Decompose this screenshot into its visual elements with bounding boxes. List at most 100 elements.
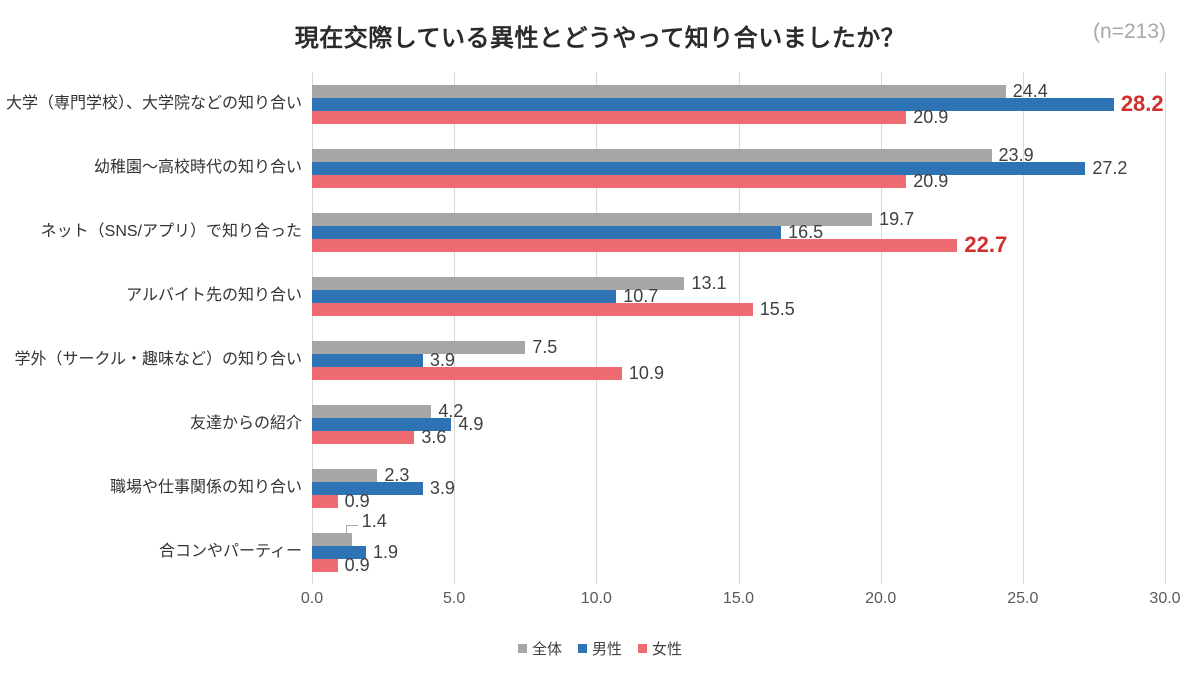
bar-男性: 4.9: [312, 415, 483, 433]
bar-男性: 10.7: [312, 287, 658, 305]
value-label: 1.4: [361, 510, 387, 531]
value-label: 0.9: [344, 555, 370, 575]
leader-line: [345, 524, 358, 533]
bar-全体: 23.9: [312, 146, 1034, 164]
bar-男性: 28.2: [312, 93, 1164, 115]
x-tick-label: 10.0: [580, 590, 612, 607]
gridline: [454, 72, 456, 584]
bar-男性: 1.9: [312, 543, 398, 561]
x-tick-label: 30.0: [1149, 590, 1181, 607]
legend-swatch-icon: [638, 644, 647, 653]
value-label: 3.9: [429, 350, 455, 370]
bar-男性: 27.2: [312, 159, 1127, 177]
chart-row: 合コンやパーティー 1.4 1.9 0.9: [0, 512, 1200, 584]
value-label: 3.6: [421, 427, 447, 447]
bar-女性: 0.9: [312, 556, 370, 574]
chart-row: 学外（サークル・趣味など）の知り合い 7.5 3.9 10.9: [0, 328, 1200, 392]
category-label: 大学（専門学校）、大学院などの知り合い: [5, 95, 302, 113]
chart-rows: 大学（専門学校）、大学院などの知り合い 24.4 28.2 20.9 幼稚園～高校時代の…: [0, 72, 1200, 584]
bar-group: 2.3 3.9 0.9: [312, 466, 1165, 510]
gridline: [738, 72, 740, 584]
category-label: 職場や仕事関係の知り合い: [109, 479, 302, 497]
bar-全体: 1.4: [312, 512, 387, 546]
gridline: [1165, 72, 1166, 584]
category-label: 学外（サークル・趣味など）の知り合い: [14, 351, 302, 369]
value-label: 10.7: [623, 286, 659, 306]
value-label: 13.1: [691, 273, 727, 293]
value-label: 15.5: [759, 299, 795, 319]
x-tick-label: 5.0: [443, 590, 466, 607]
x-tick-label: 20.0: [865, 590, 897, 607]
value-label: 7.5: [532, 337, 558, 357]
bar-全体: 4.2: [312, 402, 463, 420]
chart-header: 現在交際している異性とどうやって知り合いましたか？ (n=213): [0, 0, 1200, 72]
value-label: 16.5: [788, 222, 824, 242]
bar-全体: 13.1: [312, 274, 727, 292]
bar-男性: 16.5: [312, 223, 823, 241]
chart-row: 職場や仕事関係の知り合い 2.3 3.9 0.9: [0, 456, 1200, 520]
x-tick-label: 0.0: [300, 590, 324, 607]
chart-title: 現在交際している異性とどうやって知り合いましたか？: [294, 25, 906, 52]
value-label: 28.2: [1120, 91, 1164, 116]
bar-女性: 10.9: [312, 364, 664, 382]
value-label: 22.7: [964, 232, 1008, 257]
x-axis: 0.0 5.0 10.0 15.0 20.0 25.0 30.0: [301, 590, 1181, 614]
value-label: 19.7: [879, 209, 915, 229]
category-label: 友達からの紹介: [189, 415, 302, 433]
bar-group: 4.2 4.9 3.6: [312, 402, 1165, 446]
legend-label: 女性: [652, 641, 683, 658]
bar-全体: 19.7: [312, 210, 914, 228]
legend-item: 男性: [577, 638, 622, 659]
bar-女性: 3.6: [312, 428, 446, 446]
category-label: ネット（SNS/アプリ）で知り合った: [40, 223, 302, 241]
gridline: [1022, 72, 1024, 584]
chart-row: 幼稚園～高校時代の知り合い 23.9 27.2 20.9: [0, 136, 1200, 200]
legend-swatch-icon: [577, 644, 587, 653]
bar-group: 1.4 1.9 0.9: [312, 512, 1165, 574]
value-label: 3.9: [429, 478, 455, 498]
gridline: [596, 72, 598, 584]
bar-全体: 7.5: [312, 338, 557, 356]
bar-女性: 20.9: [312, 108, 948, 126]
bar-全体: 2.3: [312, 466, 409, 484]
value-label: 27.2: [1092, 158, 1128, 178]
legend-label: 男性: [591, 641, 622, 658]
value-label: 20.9: [913, 107, 949, 127]
bar-group: 7.5 3.9 10.9: [312, 338, 1165, 382]
value-label: 20.9: [913, 171, 949, 191]
value-label: 1.9: [373, 542, 399, 562]
gridline: [880, 72, 882, 584]
chart-area: 大学（専門学校）、大学院などの知り合い 24.4 28.2 20.9 幼稚園～高校時代の…: [0, 72, 1200, 584]
chart-row: 友達からの紹介 4.2 4.9 3.6: [0, 392, 1200, 456]
bar-group: 13.1 10.7 15.5: [312, 274, 1165, 319]
category-label: 合コンやパーティー: [158, 543, 302, 561]
value-label: 4.9: [458, 414, 484, 434]
x-tick-label: 15.0: [722, 590, 755, 607]
value-label: 10.9: [628, 363, 664, 383]
bar-女性: 0.9: [312, 492, 370, 510]
legend-item: 全体: [517, 638, 562, 659]
chart-row: 大学（専門学校）、大学院などの知り合い 24.4 28.2 20.9: [0, 72, 1200, 136]
bar-group: 24.4 28.2 20.9: [312, 82, 1165, 126]
value-label: 2.3: [384, 465, 410, 485]
value-label: 0.9: [344, 491, 370, 511]
bar-男性: 3.9: [312, 479, 455, 497]
legend-item: 女性: [638, 638, 682, 659]
bar-group: 23.9 27.2 20.9: [312, 146, 1165, 190]
legend: 全体 男性 女性: [0, 638, 1200, 659]
value-label: 23.9: [998, 145, 1034, 165]
category-label: アルバイト先の知り合い: [126, 287, 302, 305]
gridlines: [312, 72, 1166, 584]
sample-size-label: (n=213): [1093, 20, 1166, 43]
value-label: 4.2: [438, 401, 464, 421]
gridline: [312, 72, 313, 584]
chart-row: ネット（SNS/アプリ）で知り合った 19.7 16.5 22.7: [0, 200, 1200, 264]
bar-女性: 20.9: [312, 172, 948, 190]
legend-label: 全体: [531, 641, 562, 658]
bar-全体: 24.4: [312, 82, 1048, 100]
category-label: 幼稚園～高校時代の知り合い: [93, 159, 302, 177]
bar-group: 19.7 16.5 22.7: [312, 210, 1165, 256]
bar-女性: 22.7: [312, 234, 1007, 256]
bar-男性: 3.9: [312, 351, 455, 369]
chart-row: アルバイト先の知り合い 13.1 10.7 15.5: [0, 264, 1200, 328]
